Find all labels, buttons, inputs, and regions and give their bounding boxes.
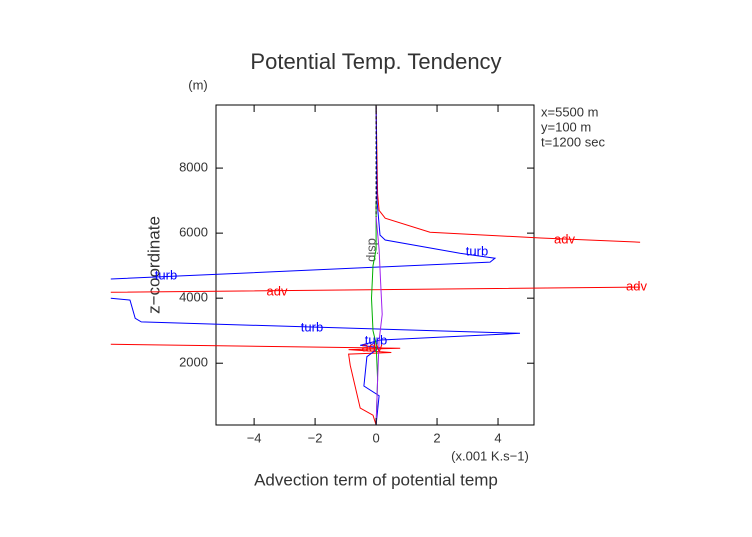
x-tick-label: −4: [247, 430, 262, 445]
line-label: adv: [626, 278, 647, 293]
annotation: y=100 m: [541, 119, 591, 134]
profile-line: [110, 106, 521, 426]
y-tick-label: 6000: [179, 225, 208, 240]
line-label: adv: [554, 231, 575, 246]
y-unit: (m): [188, 77, 208, 92]
x-tick-label: 0: [372, 430, 379, 445]
x-tick-label: −2: [308, 430, 323, 445]
x-axis-label: Advection term of potential temp: [254, 470, 498, 489]
line-label: adv: [362, 339, 383, 354]
annotation: t=1200 sec: [541, 134, 605, 149]
annotation: x=5500 m: [541, 104, 598, 119]
plot-frame: [215, 104, 535, 426]
line-label: dsip: [366, 238, 381, 262]
line-label: turb: [301, 319, 323, 334]
profile-line: [110, 106, 641, 426]
chart-title: Potential Temp. Tendency: [250, 49, 501, 74]
line-label: turb: [466, 243, 488, 258]
y-tick-label: 2000: [179, 355, 208, 370]
line-label: adv: [267, 283, 288, 298]
x-tick-label: 4: [494, 430, 501, 445]
line-label: turb: [365, 332, 387, 347]
y-tick-label: 4000: [179, 290, 208, 305]
y-axis-label: z−coordinate: [144, 216, 163, 314]
x-unit: (x.001 K.s−1): [451, 448, 529, 463]
line-label: turb: [155, 267, 177, 282]
y-tick-label: 8000: [179, 160, 208, 175]
x-tick-label: 2: [433, 430, 440, 445]
profile-line: [375, 216, 383, 426]
